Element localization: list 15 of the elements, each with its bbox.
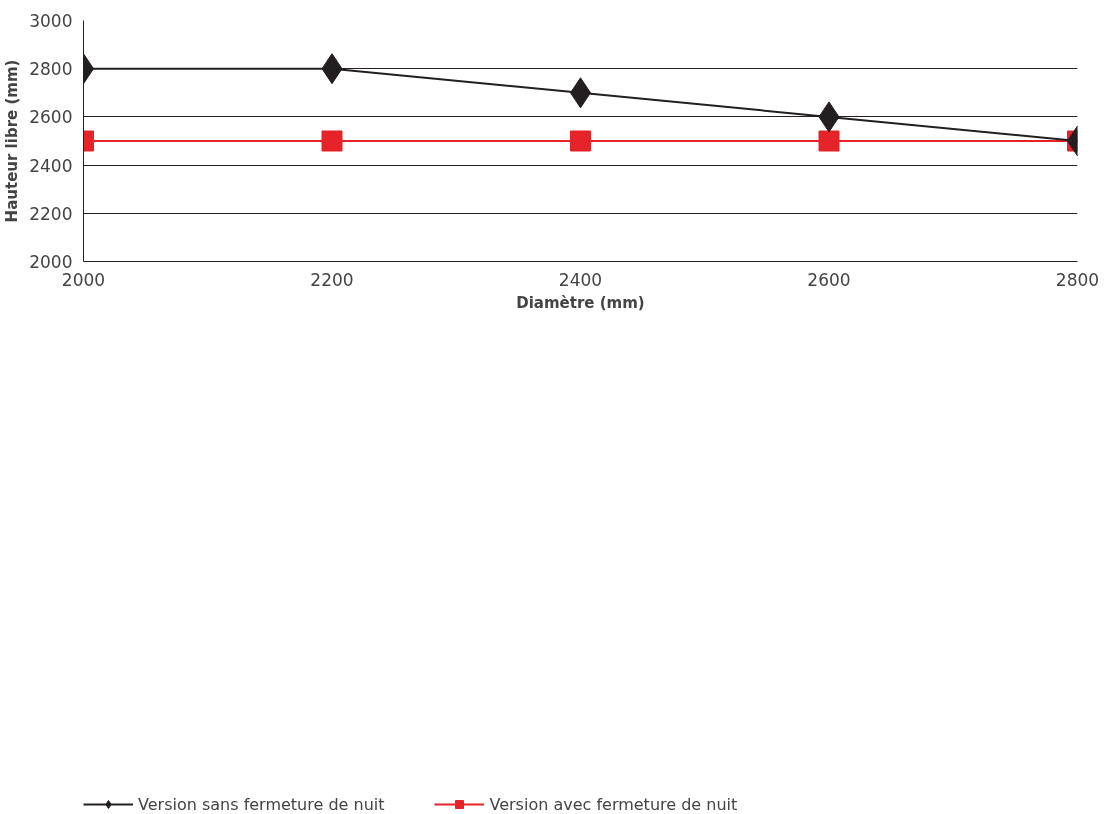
x-axis-title: Diamètre (mm) — [516, 293, 645, 312]
x-tick-label: 2000 — [61, 269, 106, 290]
y-tick-label: 2400 — [29, 155, 73, 176]
x-tick-label: 2200 — [310, 269, 354, 290]
y-tick-label: 2600 — [29, 107, 73, 128]
y-tick-label: 3000 — [29, 11, 73, 31]
x-tick-label: 2800 — [1055, 269, 1100, 290]
legend-label: Version sans fermeture de nuit — [138, 794, 385, 814]
y-tick-label: 2200 — [29, 203, 73, 224]
legend-label: Version avec fermeture de nuit — [489, 794, 738, 814]
y-axis-title: Hauteur libre (mm) — [3, 59, 22, 223]
y-tick-label: 2000 — [29, 252, 73, 272]
y-tick-label: 2800 — [29, 59, 73, 80]
x-tick-label: 2400 — [558, 269, 603, 290]
x-tick-label: 2600 — [807, 269, 851, 290]
